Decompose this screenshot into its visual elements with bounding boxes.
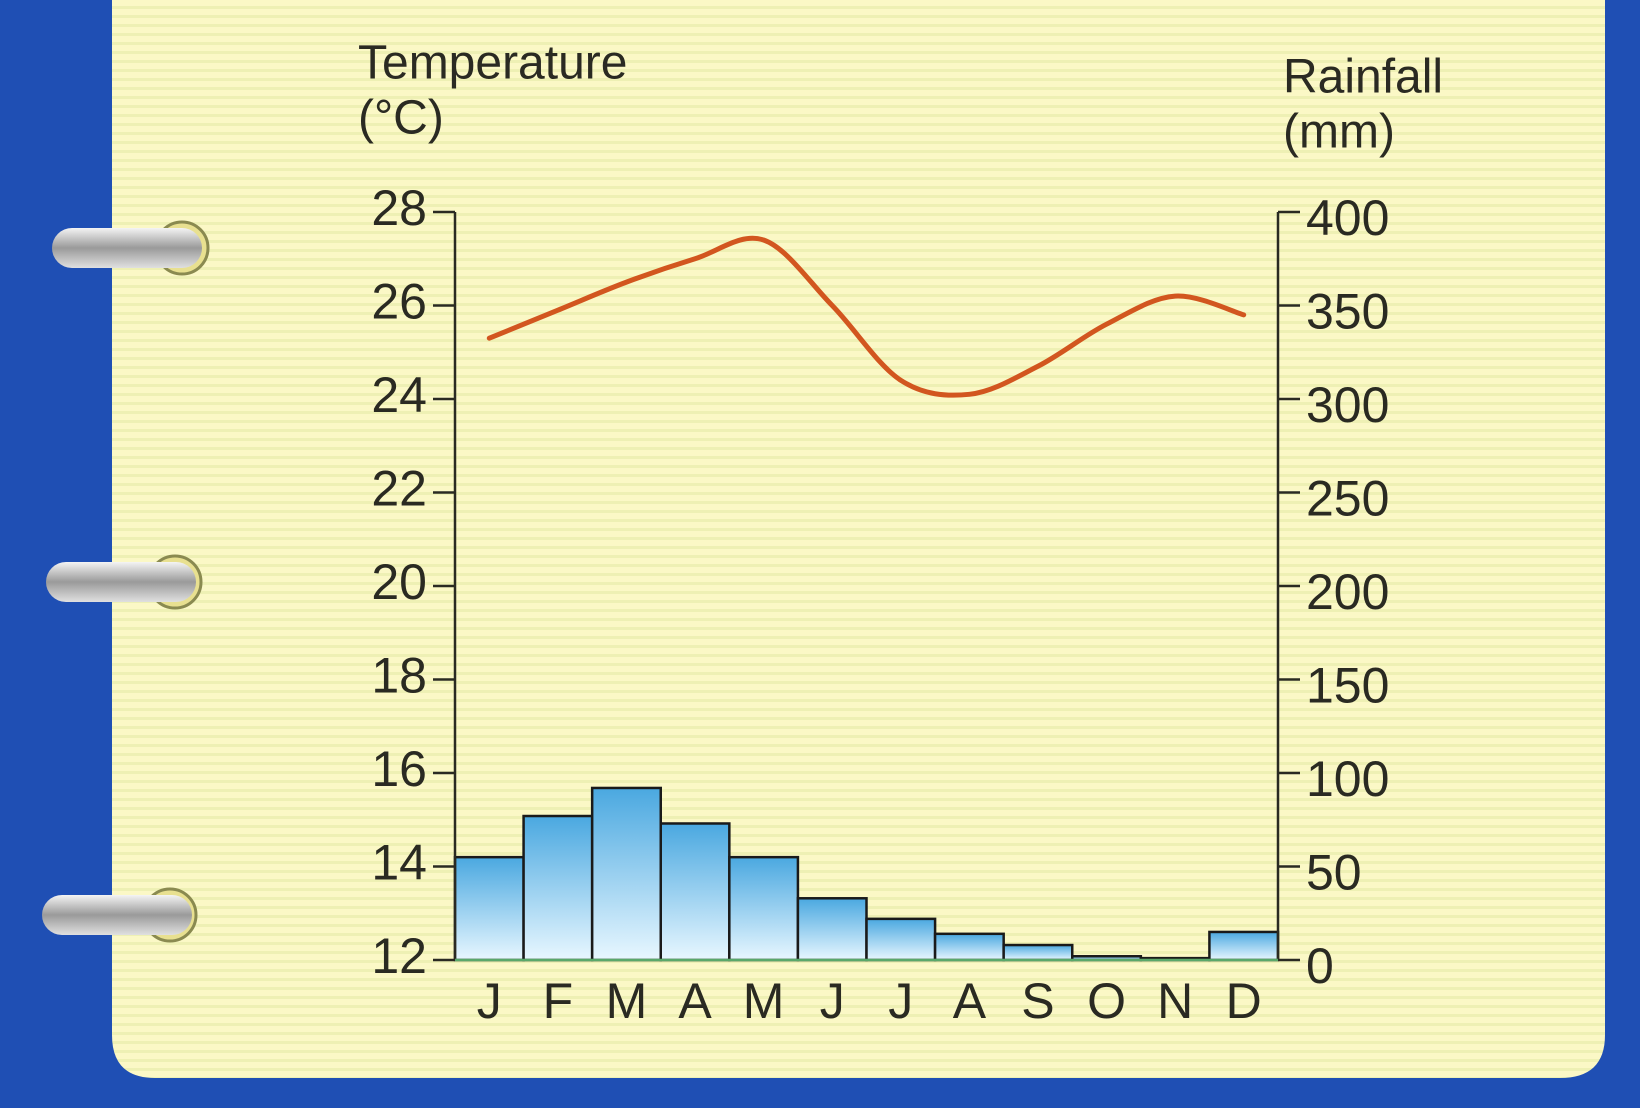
bar — [524, 816, 593, 960]
y-tick-label: 22 — [371, 461, 427, 517]
x-tick-label: J — [820, 973, 845, 1029]
x-tick-label: M — [743, 973, 785, 1029]
y-tick-label: 24 — [371, 367, 427, 423]
x-tick-label: S — [1021, 973, 1054, 1029]
y-tick-label: 16 — [371, 741, 427, 797]
y-tick-label: 26 — [371, 274, 427, 330]
bar — [455, 857, 524, 960]
x-tick-label: A — [953, 973, 987, 1029]
y2-tick-label: 400 — [1306, 190, 1389, 246]
y2-tick-label: 150 — [1306, 658, 1389, 714]
bar — [1004, 945, 1073, 960]
y-tick-label: 20 — [371, 554, 427, 610]
x-tick-label: F — [543, 973, 574, 1029]
y-tick-label: 18 — [371, 648, 427, 704]
bar — [661, 823, 730, 960]
y2-axis-title: (mm) — [1283, 106, 1395, 159]
y2-tick-label: 300 — [1306, 377, 1389, 433]
y2-tick-label: 350 — [1306, 284, 1389, 340]
page: {"chart_data": {"type": "combo", "ylabel… — [0, 0, 1640, 1108]
y-tick-label: 28 — [371, 180, 427, 236]
bar — [1209, 932, 1278, 960]
y2-tick-label: 0 — [1306, 938, 1334, 994]
y2-axis-title: Rainfall — [1283, 51, 1443, 104]
y2-tick-label: 50 — [1306, 845, 1362, 901]
x-tick-label: O — [1087, 973, 1126, 1029]
x-tick-label: J — [477, 973, 502, 1029]
y-axis-title: (°C) — [358, 92, 444, 145]
x-tick-label: D — [1226, 973, 1262, 1029]
bar — [592, 788, 661, 960]
bar — [935, 934, 1004, 960]
y-tick-label: 14 — [371, 835, 427, 891]
y2-tick-label: 100 — [1306, 751, 1389, 807]
bar — [798, 898, 867, 960]
bar — [867, 919, 936, 960]
x-tick-label: J — [888, 973, 913, 1029]
bar — [729, 857, 798, 960]
x-tick-label: M — [606, 973, 648, 1029]
y2-tick-label: 200 — [1306, 564, 1389, 620]
y-tick-label: 12 — [371, 928, 427, 984]
x-tick-label: A — [678, 973, 712, 1029]
x-tick-label: N — [1157, 973, 1193, 1029]
chart: Temperature(°C) Rainfall(mm) 12 14 16 18 20 22 2… — [0, 0, 1640, 1108]
y2-tick-label: 250 — [1306, 471, 1389, 527]
y-axis-title: Temperature — [358, 37, 627, 90]
